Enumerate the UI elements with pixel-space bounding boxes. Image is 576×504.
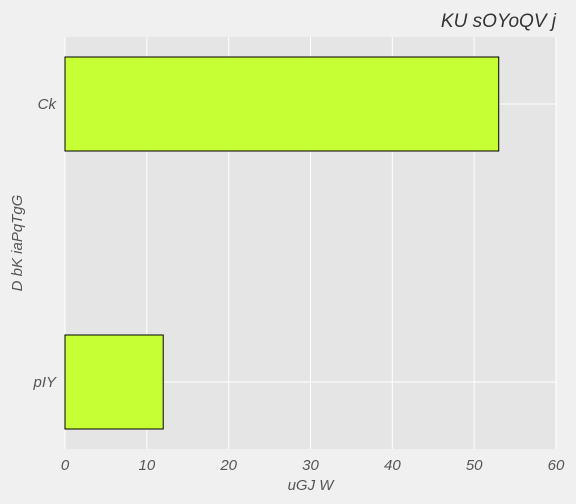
x-tick-label: 40 <box>384 457 401 474</box>
x-tick-labels: 0 10 20 30 40 50 60 <box>61 457 565 474</box>
bar-piy <box>64 334 164 430</box>
x-axis-label: uGJ W <box>288 477 336 494</box>
x-tick-label: 50 <box>466 457 483 474</box>
x-tick-label: 30 <box>302 457 319 474</box>
bars <box>64 56 500 430</box>
x-tick-label: 0 <box>61 457 70 474</box>
y-axis-label: D bK iaPqTgG <box>9 194 26 291</box>
x-tick-label: 20 <box>219 457 237 474</box>
y-tick-label: pIY <box>32 374 57 391</box>
y-tick-labels: Ck pIY <box>32 96 57 391</box>
y-tick-label: Ck <box>38 96 58 113</box>
chart-title: KU sOYoQV j <box>441 11 557 32</box>
x-tick-label: 10 <box>138 457 155 474</box>
bar-ck <box>64 56 500 152</box>
x-tick-label: 60 <box>548 457 565 474</box>
